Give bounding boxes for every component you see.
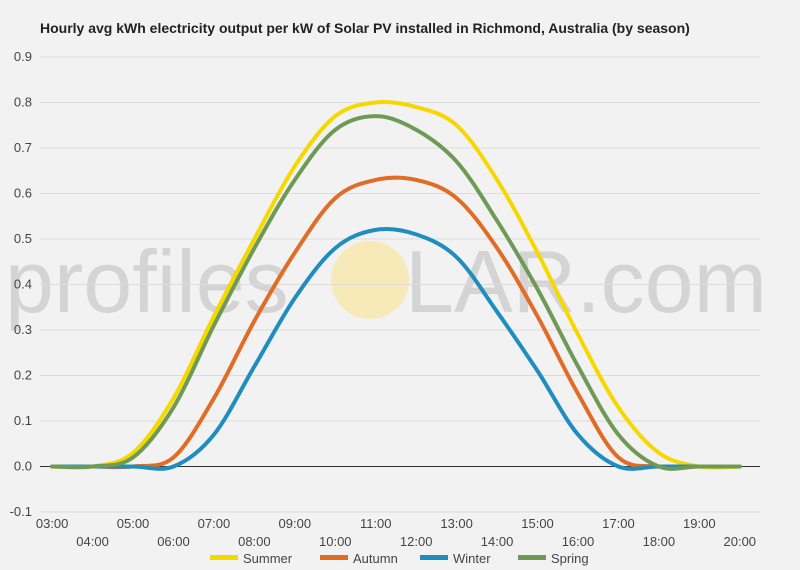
x-tick-label: 04:00 [76, 534, 109, 549]
x-tick-label: 05:00 [117, 516, 150, 531]
x-tick-label: 12:00 [400, 534, 433, 549]
x-tick-label: 16:00 [562, 534, 595, 549]
y-tick-label: -0.1 [10, 504, 32, 519]
legend-item-summer[interactable]: Summer [210, 551, 293, 566]
y-tick-label: 0.1 [14, 413, 32, 428]
legend-label: Summer [243, 551, 293, 566]
watermark: profiles LAR.com [5, 232, 767, 331]
x-tick-label: 07:00 [198, 516, 231, 531]
y-tick-label: 0.9 [14, 49, 32, 64]
x-tick-label: 15:00 [521, 516, 554, 531]
x-axis-ticks: 03:00 04:00 05:00 06:00 07:00 08:00 09:00 10:00… [36, 516, 756, 549]
legend: Summer Autumn Winter Spring [210, 551, 589, 566]
series-line-winter [50, 227, 742, 471]
series-line-spring [50, 114, 742, 471]
x-tick-label: 19:00 [683, 516, 716, 531]
x-tick-label: 20:00 [724, 534, 757, 549]
legend-item-spring[interactable]: Spring [518, 551, 589, 566]
legend-label: Autumn [353, 551, 398, 566]
series-line-autumn [50, 175, 742, 470]
legend-label: Winter [453, 551, 491, 566]
x-tick-label: 13:00 [440, 516, 473, 531]
y-axis-ticks: -0.1 0.0 0.1 0.2 0.3 0.4 0.5 0.6 0.7 0.8 0.9 [10, 49, 32, 519]
x-tick-label: 11:00 [360, 516, 392, 531]
y-tick-label: 0.2 [14, 368, 32, 383]
y-tick-label: 0.4 [14, 277, 32, 292]
x-tick-label: 08:00 [238, 534, 271, 549]
x-tick-label: 09:00 [279, 516, 312, 531]
y-tick-label: 0.3 [14, 322, 32, 337]
y-tick-label: 0.7 [14, 140, 32, 155]
legend-swatch [210, 555, 238, 560]
legend-swatch [420, 555, 448, 560]
y-tick-label: 0.8 [14, 95, 32, 110]
x-tick-label: 18:00 [643, 534, 676, 549]
x-tick-label: 14:00 [481, 534, 514, 549]
series-line-summer [50, 100, 742, 470]
y-tick-label: 0.0 [14, 459, 32, 474]
x-tick-label: 10:00 [319, 534, 352, 549]
y-tick-label: 0.6 [14, 186, 32, 201]
watermark-text-left: profiles [5, 232, 289, 331]
x-tick-label: 17:00 [602, 516, 635, 531]
chart-title: Hourly avg kWh electricity output per kW… [40, 20, 690, 36]
legend-swatch [518, 555, 546, 560]
legend-swatch [320, 555, 348, 560]
legend-label: Spring [551, 551, 589, 566]
legend-item-winter[interactable]: Winter [420, 551, 491, 566]
watermark-sun-icon [331, 241, 409, 319]
x-tick-label: 03:00 [36, 516, 69, 531]
watermark-text-right: LAR.com [405, 232, 767, 331]
series-lines [50, 100, 742, 471]
y-tick-label: 0.5 [14, 231, 32, 246]
legend-item-autumn[interactable]: Autumn [320, 551, 398, 566]
x-tick-label: 06:00 [157, 534, 190, 549]
